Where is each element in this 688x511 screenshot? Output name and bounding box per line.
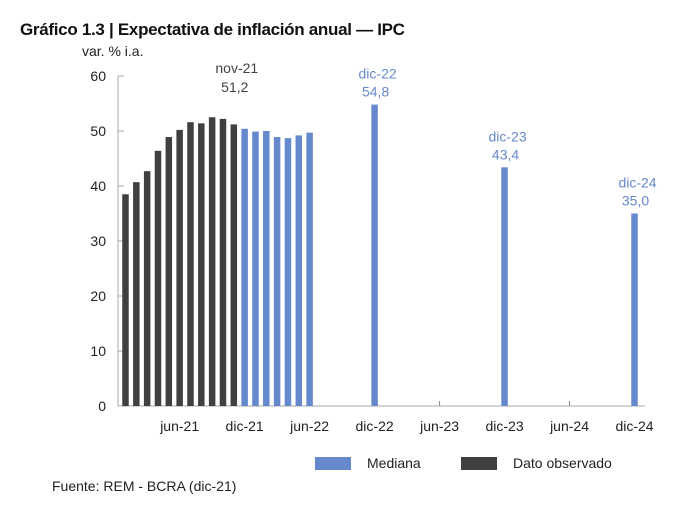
legend-label-observado: Dato observado — [513, 455, 612, 471]
legend-label-mediana: Mediana — [367, 455, 421, 471]
source-note: Fuente: REM - BCRA (dic-21) — [52, 478, 237, 494]
bar-observado — [165, 137, 173, 407]
bar-observado — [176, 129, 183, 406]
y-tick-label: 50 — [90, 123, 106, 139]
y-axis-label: var. % i.a. — [82, 43, 144, 59]
bar-mediana — [273, 137, 281, 407]
bar-mediana — [284, 138, 292, 406]
y-tick-label: 40 — [90, 178, 106, 194]
bar-observado — [154, 150, 162, 406]
y-tick-label: 20 — [90, 288, 106, 304]
annotation-value-label: 51,2 — [221, 79, 248, 95]
x-tick-label: jun-24 — [549, 418, 589, 434]
annotation-date-label: dic-23 — [488, 128, 526, 144]
x-tick-label: dic-21 — [226, 418, 264, 434]
x-tick-label: dic-24 — [615, 418, 653, 434]
legend-item-mediana: Mediana — [315, 455, 421, 471]
chart-title: Gráfico 1.3 | Expectativa de inflación a… — [20, 20, 405, 39]
bar-mediana — [252, 131, 259, 407]
annotation-value-label: 43,4 — [492, 146, 519, 162]
bar-mediana — [631, 213, 638, 406]
bar-mediana — [295, 135, 303, 406]
y-tick-label: 0 — [98, 398, 106, 414]
x-tick-label: jun-21 — [159, 418, 199, 434]
y-tick-label: 30 — [90, 233, 106, 249]
y-tick-label: 10 — [90, 343, 106, 359]
x-tick-label: jun-23 — [419, 418, 459, 434]
bar-mediana — [371, 104, 378, 406]
bar-observado — [143, 171, 151, 406]
bar-observado — [187, 122, 194, 406]
x-tick-label: dic-23 — [485, 418, 523, 434]
annotation-date-label: dic-24 — [618, 175, 656, 191]
bar-observado — [208, 117, 216, 406]
bar-mediana — [263, 131, 270, 406]
annotation-date-label: dic-22 — [359, 66, 397, 82]
bar-mediana — [241, 128, 248, 407]
legend-item-observado: Dato observado — [461, 455, 612, 471]
legend-swatch-mediana — [315, 456, 351, 470]
bar-mediana — [306, 132, 313, 406]
x-tick-label: dic-22 — [356, 418, 394, 434]
annotation-value-label: 54,8 — [362, 84, 389, 100]
annotation-date-label: nov-21 — [215, 60, 258, 76]
bar-observado — [198, 123, 205, 407]
bar-mediana — [501, 167, 508, 406]
x-tick-label: jun-22 — [289, 418, 329, 434]
bar-observado — [219, 118, 227, 407]
bar-observado — [133, 182, 140, 406]
y-tick-label: 60 — [90, 68, 106, 84]
legend-swatch-observado — [461, 456, 497, 470]
annotation-value-label: 35,0 — [622, 193, 649, 209]
bar-observado — [230, 124, 238, 407]
bar-observado — [122, 194, 129, 406]
